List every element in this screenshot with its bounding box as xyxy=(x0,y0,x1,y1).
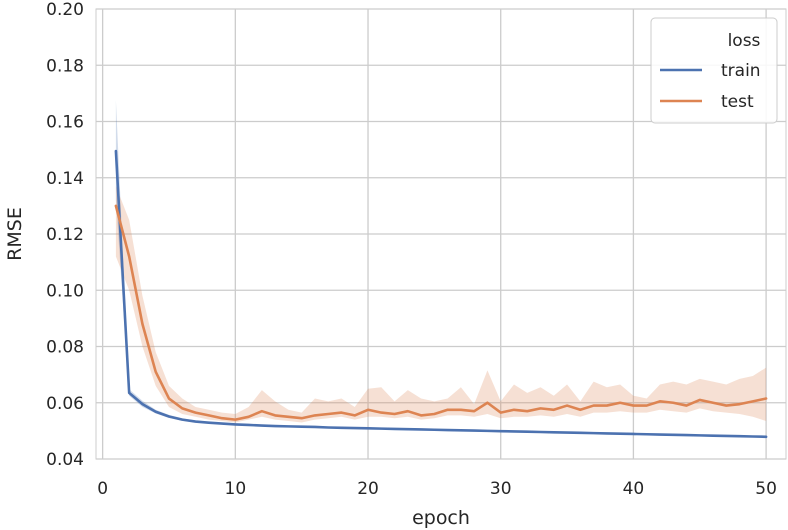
plot-frame xyxy=(95,8,787,460)
legend: loss train test xyxy=(650,17,778,124)
series-line-test xyxy=(114,204,768,421)
y-tick-label: 0.10 xyxy=(46,281,84,301)
x-tick-label: 30 xyxy=(490,479,512,499)
ci-band-test xyxy=(115,186,767,423)
series-line-train xyxy=(114,149,768,439)
y-axis-label: RMSE xyxy=(4,207,26,261)
legend-label-train: train xyxy=(721,61,761,81)
y-tick-label: 0.18 xyxy=(46,56,84,76)
confidence-bands xyxy=(115,100,767,438)
legend-box xyxy=(650,17,778,124)
y-tick-label: 0.12 xyxy=(46,225,84,245)
x-axis-label: epoch xyxy=(412,507,470,529)
y-tick-label: 0.20 xyxy=(46,0,84,20)
y-tick-label: 0.06 xyxy=(46,394,84,414)
y-tick-label: 0.14 xyxy=(46,169,84,189)
x-tick-label: 0 xyxy=(97,479,108,499)
y-tick-label: 0.04 xyxy=(46,450,84,470)
y-tick-labels: 0.04 0.06 0.08 0.10 0.12 0.14 0.16 0.18 0.20 xyxy=(46,0,84,470)
x-tick-label: 20 xyxy=(357,479,379,499)
legend-title: loss xyxy=(728,31,761,51)
series-lines xyxy=(114,149,768,439)
y-tick-label: 0.16 xyxy=(46,113,84,133)
x-tick-labels: 0 10 20 30 40 50 xyxy=(97,479,777,499)
x-tick-label: 10 xyxy=(225,479,247,499)
y-tick-label: 0.08 xyxy=(46,338,84,358)
x-tick-label: 40 xyxy=(623,479,645,499)
x-tick-label: 50 xyxy=(755,479,777,499)
legend-label-test: test xyxy=(721,92,754,112)
